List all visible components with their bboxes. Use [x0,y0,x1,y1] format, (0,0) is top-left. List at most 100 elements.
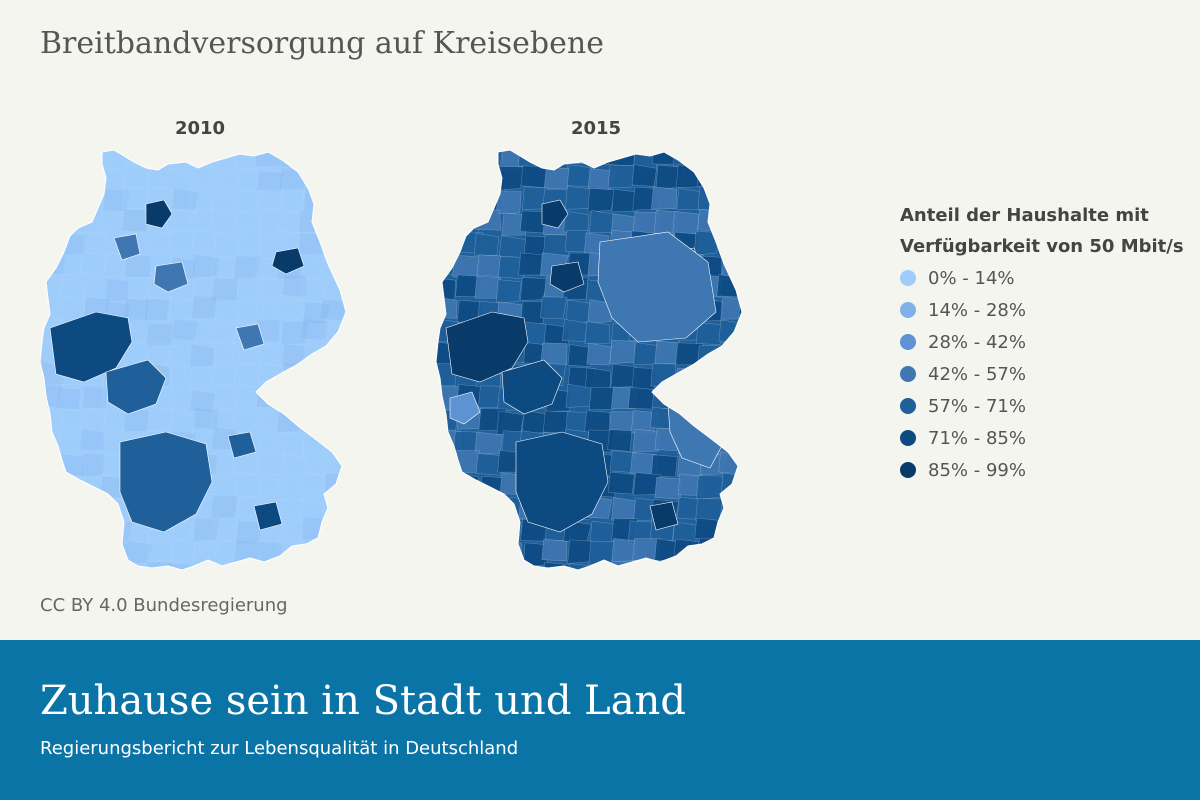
district-cell [279,188,305,213]
legend-item: 85% - 99% [900,454,1190,486]
district-cell [740,255,742,279]
district-cell [301,345,329,369]
district-cell [323,450,346,474]
district-cell [477,497,506,521]
district-cell [609,339,636,364]
district-cell [454,519,481,542]
district-cell [741,320,742,345]
district-cell [191,166,218,190]
district-cell [210,495,238,520]
district-cell [191,230,217,253]
district-cell [40,494,66,518]
region-hamburg [145,199,173,229]
district-cell [324,428,346,452]
district-cell [743,344,762,366]
district-cell [344,150,346,166]
district-cell [607,471,635,495]
district-cell [83,274,109,299]
district-cell [321,187,346,212]
district-cell [520,165,548,188]
district-cell [473,232,500,256]
district-cell [320,539,346,563]
district-cell [718,410,742,433]
district-cell [495,190,522,215]
district-cell [213,343,242,366]
legend-item: 0% - 14% [900,262,1190,294]
district-cell [720,296,742,320]
district-cell [235,474,262,498]
district-cell [739,367,742,391]
district-cell [279,561,307,570]
district-cell [300,150,328,169]
district-cell [345,322,346,345]
district-cell [496,279,522,304]
district-cell [718,516,742,541]
district-cell [210,255,239,279]
district-cell [256,276,285,300]
district-cell [40,235,64,260]
legend-label: 0% - 14% [928,267,1015,289]
legend-title-line-1: Anteil der Haushalte mit [900,205,1149,226]
district-cell [278,432,304,456]
district-cell [121,186,150,210]
district-cell [213,386,242,410]
district-cell [607,429,633,452]
district-cell [611,188,638,213]
district-cell [718,187,742,211]
district-cell [254,150,283,168]
district-cell [58,496,85,520]
district-cell [474,208,502,231]
region-rhein-main [501,359,563,415]
region-muenchen [253,501,283,531]
district-cell [61,409,89,433]
district-cell [436,519,461,543]
region-ruhr [49,311,133,383]
district-cell [236,276,264,299]
district-cell [104,277,130,303]
district-cell [298,255,324,280]
district-cell [739,454,742,478]
district-cell [40,477,61,502]
district-cell [584,321,610,344]
district-cell [565,150,592,165]
district-cell [57,432,84,455]
district-cell [192,276,221,300]
district-cell [255,559,281,570]
district-cell [189,367,215,392]
district-cell [716,432,742,455]
district-cell [255,298,284,322]
district-cell [457,496,485,520]
legend-item: 42% - 57% [900,358,1190,390]
district-cell [235,520,263,545]
district-cell [166,169,192,192]
district-cell [99,212,129,236]
district-cell [518,252,545,276]
district-cell [587,187,616,213]
district-cell [212,361,238,387]
region-nuernberg [227,431,257,459]
legend-swatch [900,398,916,414]
district-cell [451,543,478,568]
district-cell [40,564,62,570]
district-cell [257,452,286,477]
district-cell [171,188,200,211]
district-cell [190,321,220,344]
district-cell [189,343,215,368]
district-cell [301,516,328,540]
district-cell [257,409,284,432]
district-cell [325,386,346,410]
district-cell [740,388,742,412]
district-cell [279,167,306,191]
district-cell [61,475,87,499]
country-border [435,149,743,571]
district-cell [166,209,192,233]
district-cell [170,538,196,562]
district-cell [565,383,593,408]
region-muenchen [649,501,679,531]
district-cell [739,496,742,519]
district-cell [436,539,461,563]
district-cell [191,295,219,320]
district-cell [40,516,61,540]
district-cell [632,538,661,561]
district-cell [476,254,502,277]
